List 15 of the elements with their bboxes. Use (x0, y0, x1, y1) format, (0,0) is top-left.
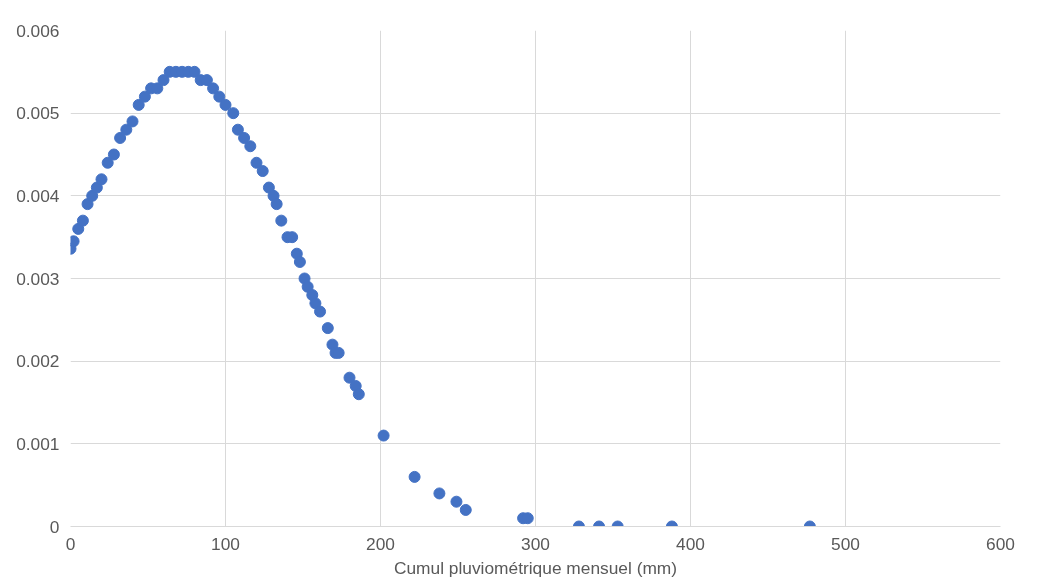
x-tick-label: 200 (366, 533, 395, 554)
x-tick-label: 400 (676, 533, 705, 554)
x-tick-label: 600 (986, 533, 1015, 554)
y-tick-label: 0 (49, 516, 60, 537)
y-tick-label: 0.001 (16, 433, 60, 454)
x-tick-label: 500 (831, 533, 860, 554)
x-tick-label: 100 (211, 533, 240, 554)
y-tick-label: 0.006 (16, 20, 60, 41)
x-tick-label: 0 (65, 533, 76, 554)
x-tick-label: 300 (521, 533, 550, 554)
x-axis-title: Cumul pluviométrique mensuel (mm) (393, 557, 678, 578)
y-tick-label: 0.004 (16, 185, 60, 206)
y-tick-label: 0.003 (16, 268, 60, 289)
y-tick-label: 0.005 (16, 103, 60, 124)
y-tick-label: 0.002 (16, 351, 60, 372)
